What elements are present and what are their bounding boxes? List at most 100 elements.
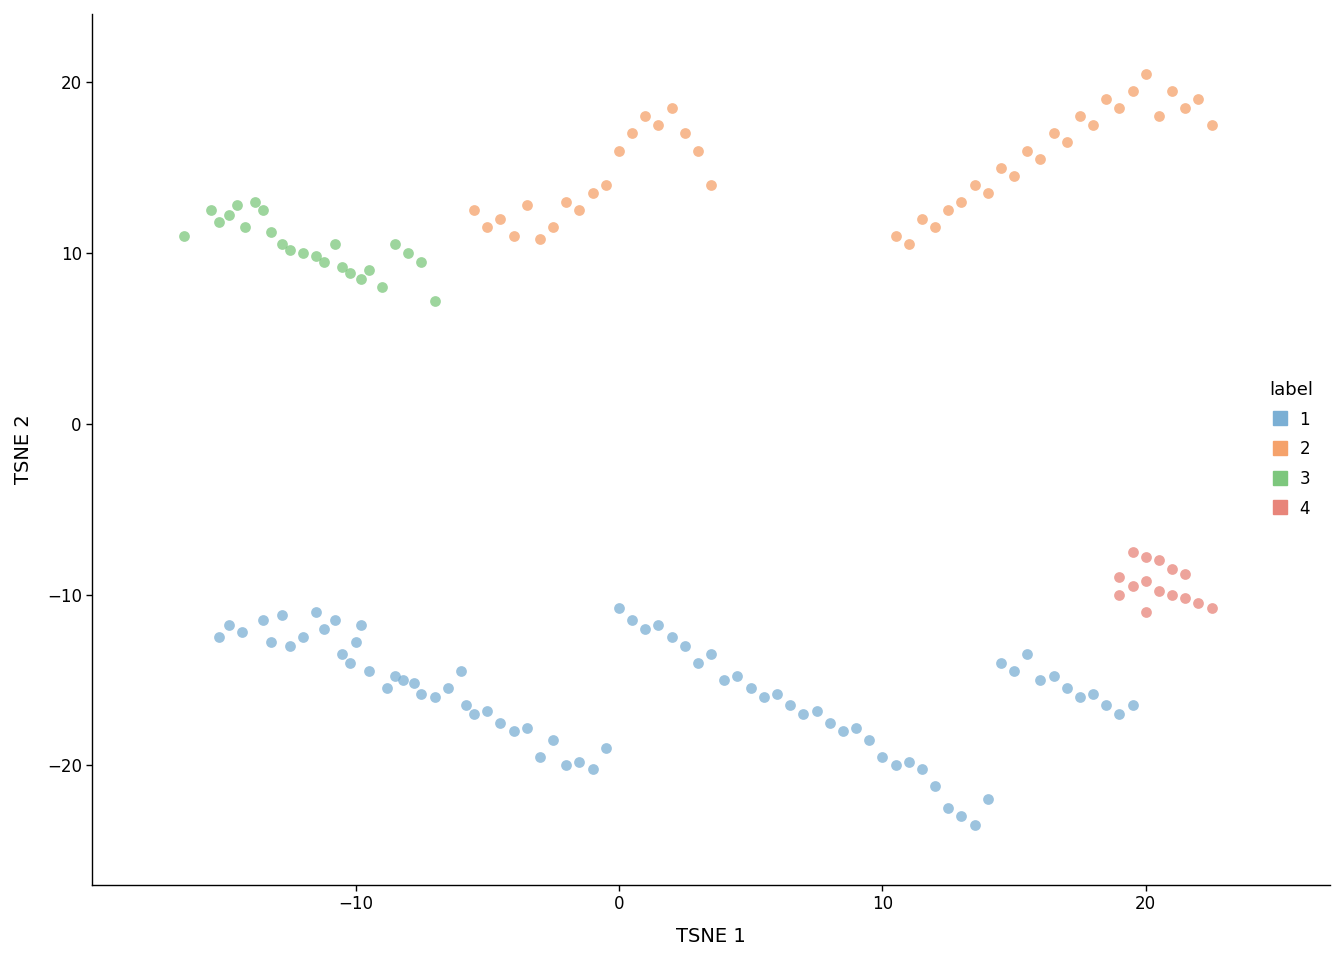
1: [977, 792, 999, 807]
1: [1043, 669, 1064, 684]
1: [925, 779, 946, 794]
1: [938, 801, 960, 816]
1: [818, 715, 840, 731]
1: [675, 638, 696, 654]
1: [340, 655, 362, 670]
4: [1122, 578, 1144, 593]
3: [261, 225, 282, 240]
1: [313, 621, 335, 636]
4: [1161, 587, 1183, 602]
1: [687, 655, 708, 670]
4: [1122, 544, 1144, 560]
1: [437, 681, 458, 696]
1: [753, 689, 774, 705]
3: [423, 293, 445, 308]
4: [1148, 584, 1169, 599]
3: [280, 242, 301, 257]
1: [456, 698, 477, 713]
4: [1109, 587, 1130, 602]
1: [832, 724, 853, 739]
2: [911, 211, 933, 227]
3: [398, 246, 419, 261]
1: [423, 689, 445, 705]
1: [714, 672, 735, 687]
X-axis label: TSNE 1: TSNE 1: [676, 927, 746, 947]
1: [950, 809, 972, 825]
2: [1082, 117, 1103, 132]
1: [582, 761, 603, 777]
3: [358, 262, 379, 277]
2: [977, 185, 999, 201]
1: [332, 647, 353, 662]
1: [503, 724, 524, 739]
1: [477, 703, 499, 718]
2: [634, 108, 656, 124]
1: [464, 707, 485, 722]
1: [345, 635, 367, 650]
1: [621, 612, 642, 628]
2: [477, 220, 499, 235]
1: [376, 681, 398, 696]
2: [582, 185, 603, 201]
4: [1188, 595, 1210, 611]
2: [464, 203, 485, 218]
1: [253, 612, 274, 628]
1: [324, 612, 345, 628]
1: [661, 630, 683, 645]
1: [450, 663, 472, 679]
1: [305, 604, 327, 619]
1: [555, 757, 577, 773]
1: [280, 638, 301, 654]
1: [898, 755, 919, 770]
1: [806, 703, 828, 718]
2: [489, 211, 511, 227]
2: [687, 143, 708, 158]
2: [1188, 91, 1210, 107]
4: [1134, 549, 1156, 564]
1: [609, 601, 630, 616]
1: [219, 617, 241, 633]
Legend: 1, 2, 3, 4: 1, 2, 3, 4: [1261, 372, 1321, 526]
2: [925, 220, 946, 235]
4: [1134, 573, 1156, 588]
4: [1175, 566, 1196, 582]
2: [1030, 152, 1051, 167]
3: [226, 198, 247, 213]
2: [621, 126, 642, 141]
3: [200, 203, 222, 218]
1: [403, 676, 425, 691]
1: [648, 617, 669, 633]
4: [1200, 601, 1222, 616]
1: [271, 608, 293, 623]
2: [530, 231, 551, 247]
2: [1043, 126, 1064, 141]
2: [675, 126, 696, 141]
2: [1161, 84, 1183, 99]
1: [411, 685, 433, 701]
1: [1082, 685, 1103, 701]
4: [1134, 604, 1156, 619]
2: [1109, 100, 1130, 115]
3: [411, 253, 433, 269]
1: [872, 749, 894, 764]
2: [1095, 91, 1117, 107]
3: [313, 253, 335, 269]
1: [569, 755, 590, 770]
1: [261, 635, 282, 650]
3: [208, 214, 230, 229]
1: [766, 685, 788, 701]
1: [780, 698, 801, 713]
2: [1068, 108, 1090, 124]
2: [1016, 143, 1038, 158]
3: [324, 237, 345, 252]
1: [700, 647, 722, 662]
2: [516, 198, 538, 213]
1: [292, 630, 313, 645]
1: [964, 817, 985, 832]
3: [245, 194, 266, 209]
3: [384, 237, 406, 252]
3: [271, 237, 293, 252]
2: [503, 228, 524, 244]
3: [340, 266, 362, 281]
1: [349, 617, 371, 633]
